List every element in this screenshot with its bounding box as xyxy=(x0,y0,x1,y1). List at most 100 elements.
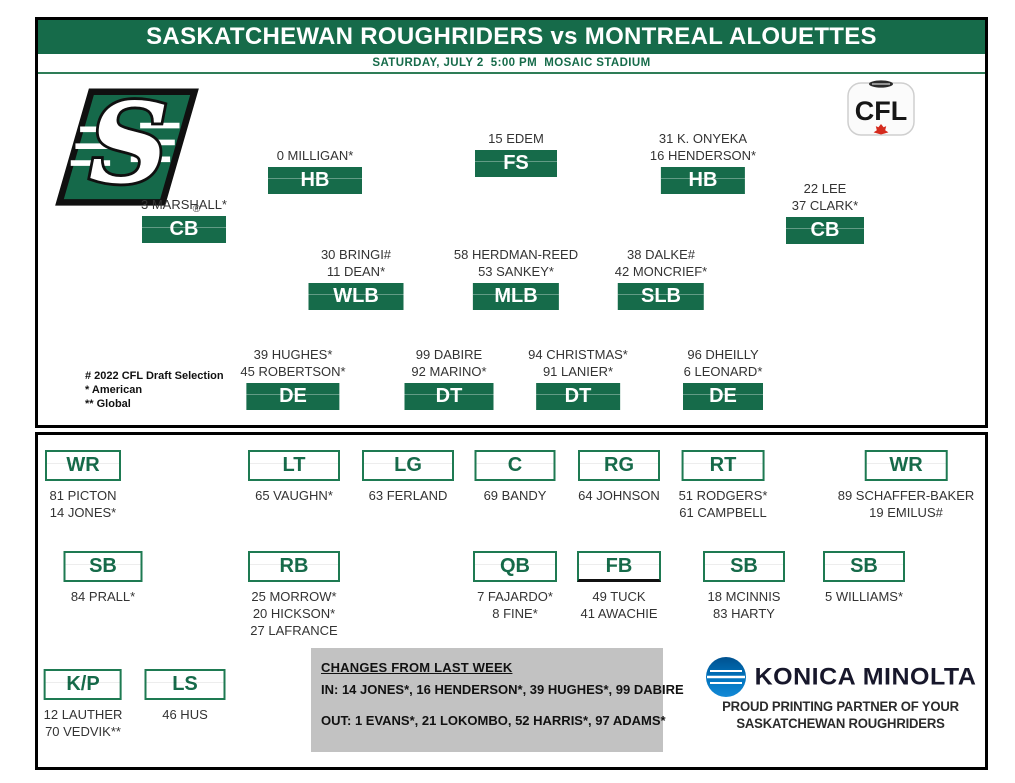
legend-global-note: ** Global xyxy=(85,398,131,410)
cfl-logo-text: CFL xyxy=(855,96,907,126)
player-name: 64 JOHNSON xyxy=(578,488,660,503)
registered-mark: ® xyxy=(193,204,201,214)
sponsor-tagline-line2: SASKATCHEWAN ROUGHRIDERS xyxy=(736,716,945,731)
player-name: 41 AWACHIE xyxy=(580,606,658,621)
game-datetime-venue: SATURDAY, JULY 2 5:00 PM MOSAIC STADIUM xyxy=(38,54,985,74)
player-name: 45 ROBERTSON* xyxy=(240,364,346,379)
player-name: 27 LAFRANCE xyxy=(250,623,338,638)
player-name: 84 PRALL* xyxy=(70,589,136,604)
sponsor-block: KONICA MINOLTA PROUD PRINTING PARTNER OF… xyxy=(688,656,993,732)
position-box-rt: RT xyxy=(681,450,765,481)
position-box-hb-right: HB xyxy=(660,167,745,194)
position-group-rg: RG 64 JOHNSON xyxy=(578,450,660,504)
position-group-fb: FB 49 TUCK 41 AWACHIE xyxy=(577,551,661,622)
position-group-rt: RT 51 RODGERS* 61 CAMPBELL xyxy=(679,450,767,521)
position-box-sb-right: SB xyxy=(823,551,905,582)
changes-out-line: OUT: 1 EVANS*, 21 LOKOMBO, 52 HARRIS*, 9… xyxy=(321,713,666,728)
position-group-lg: LG 63 FERLAND xyxy=(362,450,454,504)
legend-draft-note: # 2022 CFL Draft Selection xyxy=(85,370,224,382)
position-box-cb-left: CB xyxy=(141,216,226,243)
position-box-de-right: DE xyxy=(683,383,763,410)
position-group-dt-right: 94 CHRISTMAS* 91 LANIER* DT xyxy=(528,346,628,410)
position-group-hb-right: 31 K. ONYEKA 16 HENDERSON* HB xyxy=(650,130,756,194)
matchup-title: SASKATCHEWAN ROUGHRIDERS vs MONTREAL ALO… xyxy=(38,20,985,54)
player-name: 53 SANKEY* xyxy=(478,264,554,279)
position-group-sb-mid: SB 18 MCINNIS 83 HARTY xyxy=(703,551,785,622)
position-group-lt: LT 65 VAUGHN* xyxy=(248,450,340,504)
position-group-wr-left: WR 81 PICTON 14 JONES* xyxy=(45,450,121,521)
position-group-sb-left: SB 84 PRALL* xyxy=(63,551,143,605)
position-box-lt: LT xyxy=(248,450,340,481)
position-group-hb-left: 0 MILLIGAN* HB xyxy=(268,147,362,194)
position-group-kp: K/P 12 LAUTHER 70 VEDVIK** xyxy=(43,669,123,740)
player-name: 12 LAUTHER xyxy=(43,707,123,722)
position-group-wlb: 30 BRINGI# 11 DEAN* WLB xyxy=(308,246,404,310)
player-name: 96 DHEILLY xyxy=(687,347,759,362)
player-name: 70 VEDVIK** xyxy=(45,724,121,739)
player-name: 58 HERDMAN-REED xyxy=(453,247,579,262)
roughriders-logo: S ® xyxy=(52,76,202,219)
player-name: 89 SCHAFFER-BAKER xyxy=(837,488,975,503)
player-name: 46 HUS xyxy=(162,707,208,722)
position-group-rb: RB 25 MORROW* 20 HICKSON* 27 LAFRANCE xyxy=(248,551,340,639)
position-box-lg: LG xyxy=(362,450,454,481)
position-box-fs: FS xyxy=(475,150,557,177)
position-box-fb: FB xyxy=(577,551,661,582)
changes-in-line: IN: 14 JONES*, 16 HENDERSON*, 39 HUGHES*… xyxy=(321,682,684,697)
player-name: 92 MARINO* xyxy=(411,364,487,379)
roughriders-logo-s: S xyxy=(89,82,169,209)
changes-panel: CHANGES FROM LAST WEEK IN: 14 JONES*, 16… xyxy=(311,648,684,752)
position-group-wr-right: WR 89 SCHAFFER-BAKER 19 EMILUS# xyxy=(837,450,975,521)
position-group-slb: 38 DALKE# 42 MONCRIEF* SLB xyxy=(615,246,707,310)
player-name: 42 MONCRIEF* xyxy=(614,264,708,279)
changes-title: CHANGES FROM LAST WEEK xyxy=(321,660,513,675)
position-box-de-left: DE xyxy=(246,383,340,410)
player-name: 83 HARTY xyxy=(713,606,775,621)
player-name: 81 PICTON xyxy=(49,488,117,503)
cfl-logo: CFL xyxy=(843,76,919,147)
player-name: 22 LEE xyxy=(803,181,847,196)
player-name: 8 FINE* xyxy=(492,606,538,621)
legend: # 2022 CFL Draft Selection * American **… xyxy=(85,369,224,411)
player-name: 11 DEAN* xyxy=(326,264,386,279)
position-box-rg: RG xyxy=(578,450,660,481)
player-name: 39 HUGHES* xyxy=(253,347,333,362)
player-name: 38 DALKE# xyxy=(627,247,695,262)
player-name: 69 BANDY xyxy=(483,488,547,503)
player-name: 30 BRINGI# xyxy=(320,247,392,262)
player-name: 65 VAUGHN* xyxy=(255,488,333,503)
player-name: 20 HICKSON* xyxy=(252,606,336,621)
position-group-dt-left: 99 DABIRE 92 MARINO* DT xyxy=(404,346,494,410)
position-box-qb: QB xyxy=(473,551,557,582)
position-box-dt-left: DT xyxy=(404,383,494,410)
position-box-wr-left: WR xyxy=(45,450,121,481)
player-name: 19 EMILUS# xyxy=(869,505,943,520)
player-name: 16 HENDERSON* xyxy=(649,148,757,163)
player-name: 6 LEONARD* xyxy=(683,364,763,379)
player-name: 37 CLARK* xyxy=(791,198,859,213)
position-box-hb-left: HB xyxy=(268,167,362,194)
roughriders-logo-shield xyxy=(55,88,199,206)
player-name: 15 EDEM xyxy=(488,131,544,146)
position-group-fs: 15 EDEM FS xyxy=(475,130,557,177)
position-group-de-right: 96 DHEILLY 6 LEONARD* DE xyxy=(683,346,763,410)
player-name: 5 WILLIAMS* xyxy=(824,589,904,604)
position-box-wr-right: WR xyxy=(864,450,948,481)
position-group-ls: LS 46 HUS xyxy=(144,669,226,723)
legend-american-note: * American xyxy=(85,384,143,396)
player-name: 14 JONES* xyxy=(49,505,117,520)
player-name: 63 FERLAND xyxy=(368,488,448,503)
player-name: 3 MARSHALL* xyxy=(141,197,227,212)
position-box-mlb: MLB xyxy=(473,283,559,310)
position-box-ls: LS xyxy=(144,669,226,700)
position-box-sb-left: SB xyxy=(63,551,143,582)
player-name: 0 MILLIGAN* xyxy=(276,148,354,163)
position-group-cb-right: 22 LEE 37 CLARK* CB xyxy=(786,180,864,244)
position-box-sb-mid: SB xyxy=(703,551,785,582)
sponsor-tagline-line1: PROUD PRINTING PARTNER OF YOUR xyxy=(722,699,959,714)
position-box-slb: SLB xyxy=(618,283,704,310)
player-name: 99 DABIRE xyxy=(415,347,483,362)
